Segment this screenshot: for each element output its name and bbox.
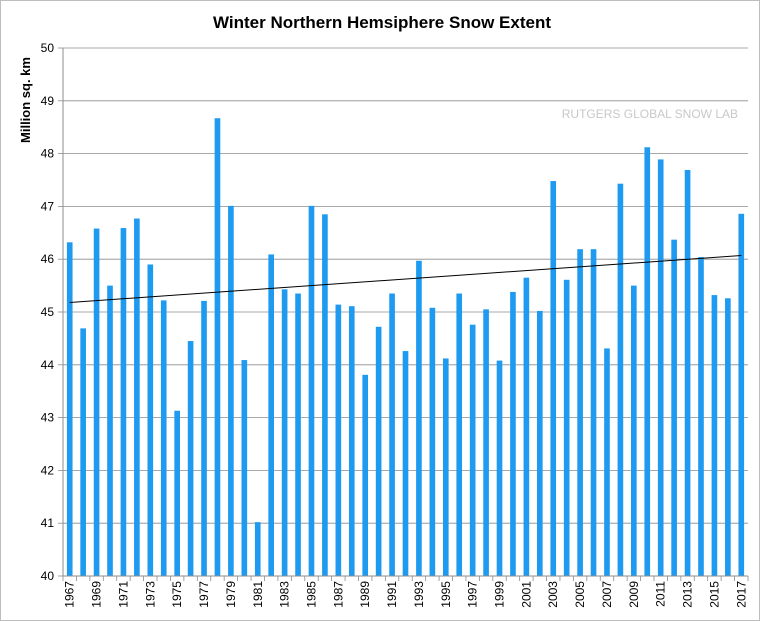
bar-2004: 2004: 45.61 — [563, 279, 570, 576]
bar-1985: 1985: 47.01 — [308, 205, 315, 576]
bar-1975: 1975: 43.13 — [174, 410, 180, 576]
x-tick-label-1975: 1975 — [170, 581, 184, 608]
y-tick-label: 48 — [41, 147, 55, 161]
y-tick-label: 50 — [41, 41, 55, 55]
bar-2011: 2011: 47.89 — [657, 159, 664, 576]
y-tick-label: 49 — [41, 94, 55, 108]
x-tick-label-1979: 1979 — [224, 581, 238, 608]
bar-2012: 2012: 46.37 — [671, 239, 677, 576]
x-tick-label-2013: 2013 — [681, 581, 695, 608]
bar-1967: 1967: 46.32 — [66, 242, 73, 577]
x-tick-label-1997: 1997 — [466, 581, 480, 608]
bar-1977: 1977: 45.21 — [201, 300, 207, 576]
bar-1970: 1970: 45.5 — [107, 285, 113, 576]
x-tick-label-1983: 1983 — [278, 581, 292, 608]
bar-1994: 1994: 45.08 — [429, 307, 436, 576]
bar-1982: 1982: 46.09 — [268, 254, 275, 576]
bar-1990: 1990: 44.72 — [375, 326, 382, 576]
bar-2009: 2009: 45.5 — [631, 285, 637, 576]
bar-2000: 2000: 45.38 — [510, 291, 516, 576]
bar-1995: 1995: 44.12 — [442, 358, 449, 576]
bar-1979: 1979: 47.01 — [228, 205, 234, 576]
bar-1992: 1992: 44.26 — [402, 351, 409, 576]
bar-1973: 1973: 45.9 — [147, 264, 154, 576]
bar-2003: 2003: 47.48 — [550, 181, 557, 576]
x-tick-label-1987: 1987 — [331, 581, 345, 608]
bar-1988: 1988: 45.11 — [348, 306, 355, 576]
bar-1976: 1976: 44.45 — [187, 341, 194, 576]
bar-2016: 2016: 45.26 — [725, 298, 731, 576]
bar-1999: 1999: 44.08 — [496, 360, 503, 576]
y-tick-label: 41 — [41, 516, 55, 530]
x-tick-label-1973: 1973 — [143, 581, 157, 608]
x-tick-label-1995: 1995 — [439, 581, 453, 608]
bar-1980: 1980: 44.09 — [241, 360, 248, 576]
bar-2002: 2002: 45.02 — [536, 310, 543, 576]
bar-1993: 1993: 45.97 — [416, 260, 422, 576]
x-tick-label-2015: 2015 — [707, 581, 721, 608]
bar-2017: 2017: 46.86 — [738, 213, 745, 577]
bar-1997: 1997: 44.76 — [469, 324, 476, 576]
bar-1989: 1989: 43.81 — [362, 374, 369, 576]
bar-1971: 1971: 46.59 — [120, 228, 127, 577]
bar-2010: 2010: 48.12 — [644, 147, 651, 576]
chart-title: Winter Northern Hemsiphere Snow Extent — [213, 13, 551, 32]
bar-1998: 1998: 45.05 — [483, 309, 489, 576]
x-tick-label-2005: 2005 — [573, 581, 587, 608]
x-tick-label-1999: 1999 — [493, 581, 507, 608]
x-tick-labels: 1967 1969 1971 1973 1975 1977 1979 1981 1983 1985… — [63, 581, 749, 608]
bar-1983: 1983: 45.43 — [281, 289, 288, 576]
x-tick-label-2017: 2017 — [734, 581, 748, 608]
bar-series: 1967: 46.32 1968: 44.69 1969: 46.58 1970: 4… — [66, 118, 745, 577]
y-tick-label: 46 — [41, 252, 55, 266]
y-tick-label: 43 — [41, 411, 55, 425]
bar-1984: 1984: 45.35 — [295, 293, 301, 576]
source-annotation: RUTGERS GLOBAL SNOW LAB — [562, 107, 738, 121]
bar-2013: 2013: 47.69 — [684, 169, 691, 576]
y-tick-label: 47 — [41, 199, 55, 213]
x-tick-label-2011: 2011 — [654, 581, 668, 607]
bar-2006: 2006: 46.19 — [590, 249, 597, 577]
x-tick-label-1993: 1993 — [412, 581, 426, 608]
x-tick-label-1977: 1977 — [197, 581, 211, 608]
bar-1981: 1981: 41.02 — [254, 522, 261, 576]
x-tick-label-1991: 1991 — [385, 581, 399, 608]
y-tick-label: 45 — [41, 305, 55, 319]
y-tick-label: 42 — [41, 463, 55, 477]
y-tick-label: 44 — [41, 358, 55, 372]
bar-1972: 1972: 46.77 — [134, 218, 140, 577]
bar-2001: 2001: 45.65 — [523, 277, 530, 576]
x-tick-label-2001: 2001 — [519, 581, 533, 608]
bar-1987: 1987: 45.14 — [335, 304, 342, 576]
bar-2008: 2008: 47.43 — [617, 183, 624, 576]
x-tick-label-1969: 1969 — [90, 581, 104, 608]
y-tick-label: 40 — [41, 569, 55, 583]
bar-2014: 2014: 46.04 — [698, 257, 704, 576]
bar-1974: 1974: 45.22 — [160, 300, 167, 576]
trendline — [69, 255, 742, 303]
x-tick-label-1967: 1967 — [63, 581, 77, 608]
x-tick-label-1985: 1985 — [304, 581, 318, 608]
bar-2015: 2015: 45.32 — [711, 295, 718, 576]
bar-2005: 2005: 46.19 — [577, 249, 583, 577]
bar-1996: 1996: 45.35 — [456, 293, 463, 576]
bar-1991: 1991: 45.35 — [389, 293, 395, 576]
bar-1986: 1986: 46.85 — [322, 214, 328, 576]
x-tick-label-1971: 1971 — [116, 581, 130, 608]
bar-2007: 2007: 44.31 — [604, 348, 610, 576]
x-tick-label-2003: 2003 — [546, 581, 560, 608]
bar-1978: 1978: 48.67 — [214, 118, 221, 576]
axes — [58, 47, 749, 581]
x-tick-label-2007: 2007 — [600, 581, 614, 608]
bar-1969: 1969: 46.58 — [93, 228, 100, 576]
bar-1968: 1968: 44.69 — [80, 328, 86, 576]
trendline-line — [69, 255, 742, 303]
x-tick-label-1981: 1981 — [251, 581, 265, 608]
y-tick-labels: 40 41 42 43 44 45 46 47 48 49 50 — [41, 41, 55, 583]
x-tick-label-1989: 1989 — [358, 581, 372, 608]
y-axis-label: Million sq. km — [18, 57, 33, 143]
x-tick-label-2009: 2009 — [627, 581, 641, 608]
